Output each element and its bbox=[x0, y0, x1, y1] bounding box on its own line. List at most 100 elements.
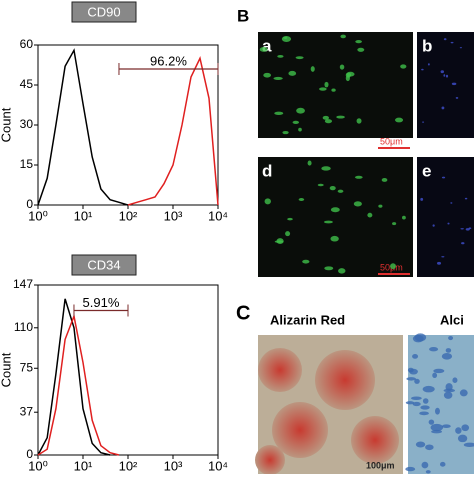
y-tick-label: 15 bbox=[20, 157, 34, 171]
cell bbox=[392, 222, 397, 226]
cell bbox=[323, 220, 333, 224]
cell bbox=[409, 368, 418, 375]
cell bbox=[412, 401, 421, 407]
cell bbox=[461, 242, 465, 245]
cell bbox=[277, 55, 284, 58]
cell bbox=[339, 64, 345, 70]
image-label: a bbox=[262, 36, 272, 55]
cell bbox=[436, 261, 442, 265]
cell bbox=[441, 256, 445, 258]
cell bbox=[422, 385, 435, 393]
cell bbox=[296, 107, 305, 114]
cell bbox=[422, 398, 429, 404]
cell bbox=[441, 176, 446, 179]
cell bbox=[276, 238, 284, 245]
cell bbox=[415, 441, 426, 448]
cell bbox=[330, 235, 339, 242]
y-tick-label: 37 bbox=[20, 404, 34, 418]
image-label: b bbox=[422, 36, 432, 55]
stain-blobs bbox=[255, 348, 399, 475]
cell bbox=[317, 183, 324, 187]
cell bbox=[288, 70, 297, 76]
cell bbox=[441, 353, 453, 360]
cell bbox=[447, 222, 450, 225]
cell bbox=[331, 88, 336, 92]
cell bbox=[307, 160, 312, 166]
chart-title: CD90 bbox=[87, 4, 120, 19]
cell bbox=[468, 227, 472, 230]
x-tick-label: 10² bbox=[119, 208, 138, 223]
cell bbox=[390, 263, 396, 270]
cell bbox=[455, 96, 459, 99]
cell bbox=[455, 427, 462, 434]
cell bbox=[381, 178, 388, 182]
cell bbox=[421, 461, 429, 469]
cell bbox=[457, 434, 468, 443]
cell bbox=[355, 40, 362, 44]
cell bbox=[321, 166, 331, 171]
cell bbox=[459, 389, 468, 397]
y-axis-label: Count bbox=[0, 107, 13, 142]
cell bbox=[282, 130, 289, 135]
cell bbox=[400, 64, 407, 69]
cell bbox=[264, 198, 271, 205]
y-tick-label: 147 bbox=[13, 277, 33, 291]
cell bbox=[420, 405, 430, 410]
histogram-line bbox=[127, 56, 219, 206]
cell bbox=[427, 63, 430, 66]
cell bbox=[430, 423, 444, 432]
cell bbox=[259, 46, 268, 52]
cell bbox=[432, 372, 438, 378]
image bbox=[417, 157, 474, 277]
image-title: Alci bbox=[440, 312, 464, 327]
cell bbox=[324, 266, 334, 271]
y-axis-label: Count bbox=[0, 352, 13, 387]
cell bbox=[285, 231, 291, 237]
cell bbox=[287, 217, 293, 221]
scale-bar-label: 100μm bbox=[366, 460, 395, 470]
y-tick-label: 75 bbox=[20, 360, 34, 374]
cell bbox=[329, 185, 336, 191]
cell bbox=[441, 106, 445, 110]
cell bbox=[406, 377, 417, 381]
cell bbox=[330, 207, 340, 213]
cell bbox=[367, 212, 373, 218]
image-label: d bbox=[262, 161, 272, 180]
image-title: Alizarin Red bbox=[270, 312, 345, 327]
x-tick-label: 10⁰ bbox=[28, 208, 48, 223]
cell bbox=[422, 121, 425, 123]
cell bbox=[295, 56, 304, 60]
cell bbox=[435, 407, 440, 415]
image bbox=[417, 32, 474, 138]
x-tick-label: 10² bbox=[119, 458, 138, 473]
cell bbox=[445, 74, 449, 78]
image bbox=[258, 157, 413, 277]
cell bbox=[338, 268, 346, 274]
cell bbox=[340, 34, 346, 39]
x-tick-label: 10³ bbox=[164, 458, 183, 473]
chart-title: CD34 bbox=[87, 257, 120, 272]
image-label: e bbox=[422, 161, 431, 180]
cell bbox=[354, 175, 363, 179]
cell bbox=[441, 424, 451, 429]
y-tick-label: 45 bbox=[20, 77, 34, 91]
cell bbox=[443, 38, 447, 41]
cell bbox=[459, 47, 463, 49]
cell bbox=[324, 119, 333, 124]
cell bbox=[440, 70, 445, 74]
x-tick-label: 10⁴ bbox=[208, 208, 228, 223]
y-tick-label: 30 bbox=[20, 117, 34, 131]
cell bbox=[263, 72, 271, 78]
cell bbox=[412, 354, 419, 359]
y-tick-label: 0 bbox=[26, 447, 33, 461]
x-tick-label: 10⁰ bbox=[28, 458, 48, 473]
cell bbox=[425, 470, 431, 474]
x-tick-label: 10¹ bbox=[74, 458, 93, 473]
cell bbox=[412, 335, 424, 343]
cell bbox=[405, 401, 415, 405]
cell bbox=[421, 68, 424, 71]
histogram-line bbox=[37, 48, 129, 206]
y-tick-label: 110 bbox=[14, 320, 33, 334]
cell bbox=[463, 442, 474, 447]
